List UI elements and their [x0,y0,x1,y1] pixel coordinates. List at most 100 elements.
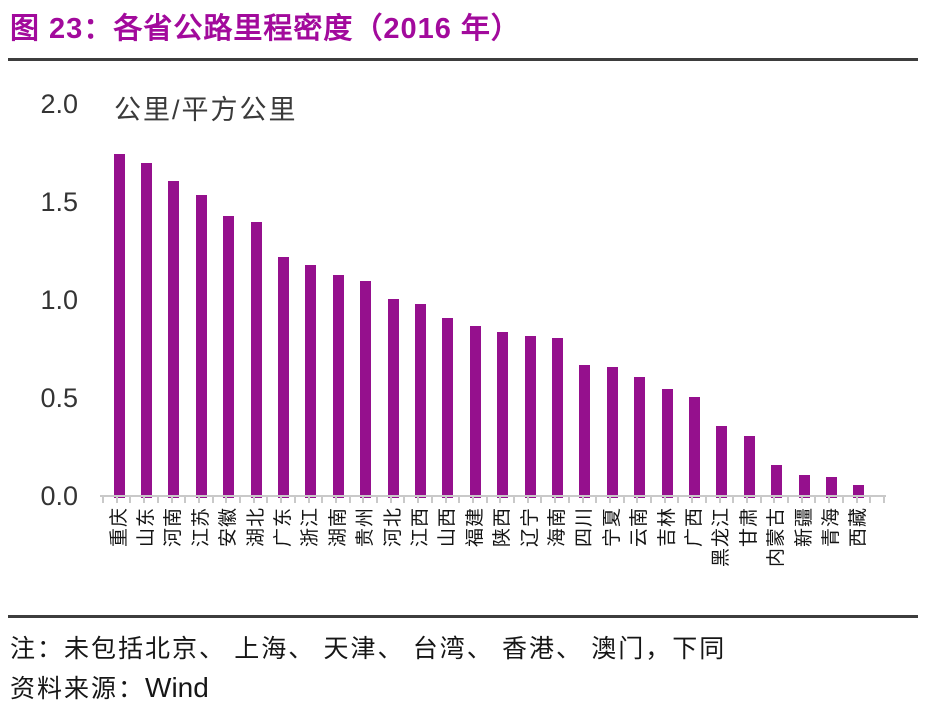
axis-tick [704,497,707,503]
axis-tick [471,497,474,503]
axis-tick [677,497,680,503]
axis-tick [376,497,378,503]
x-axis-label-text: 湖北 [245,506,267,547]
bar [661,388,673,498]
y-axis-tick-label: 2.0 [40,89,78,119]
axis-tick [499,497,502,503]
axis-tick [581,497,584,503]
axis-tick [389,497,392,503]
x-axis-label-text: 福建 [464,506,486,547]
bar [524,335,536,498]
axis-tick [293,497,296,503]
x-axis-label-text: 黑龙江 [711,506,733,567]
bar [277,257,289,498]
x-axis-label-text: 广东 [272,506,294,547]
bar [798,474,810,498]
axis-tick [663,497,666,503]
axis-tick [184,497,187,503]
x-axis-label-text: 重庆 [108,506,130,547]
axis-tick [841,497,844,503]
bar [497,331,509,498]
axis-tick [718,497,721,503]
axis-tick [129,497,132,503]
x-axis-label-text: 宁夏 [601,506,623,547]
bar [414,304,426,498]
bar [250,222,262,498]
axis-tick [773,497,776,503]
bar [606,367,618,498]
y-axis-tick-label: 0.0 [40,481,78,511]
x-axis-label-text: 四川 [574,506,596,547]
bar [387,298,399,498]
axis-tick [595,497,598,503]
x-axis-label-text: 贵州 [355,506,377,547]
axis-tick [280,497,283,503]
axis-tick [554,497,557,503]
axis-tick [211,497,214,503]
axis-tick [321,497,324,503]
axis-tick [513,497,515,503]
axis-tick [225,497,228,503]
bar [442,318,454,498]
x-axis-label-text: 陕西 [492,506,514,547]
x-axis-label-text: 江西 [409,506,431,547]
bar [469,325,481,498]
axis-tick [650,497,652,503]
x-axis-label-text: 海南 [546,506,568,547]
axis-tick [622,497,625,503]
axis-tick [787,497,789,503]
x-axis-label-text: 河北 [382,506,404,547]
bar [825,476,837,498]
axis-tick [526,497,529,503]
x-axis-label-text: 湖南 [327,506,349,547]
x-axis-label-text: 安徽 [218,506,240,547]
axis-tick [485,497,488,503]
axis-tick [362,497,365,503]
source-value: Wind [145,672,209,703]
axis-tick [239,497,241,503]
x-axis-label-text: 浙江 [300,506,322,547]
x-axis-label-text: 广西 [683,506,705,547]
bottom-rule [8,615,918,618]
axis-tick [102,497,104,503]
axis-tick [814,497,817,503]
axis-tick [745,497,748,503]
x-axis-label-text: 山东 [135,506,157,547]
bar [223,216,235,498]
bar [305,265,317,498]
axis-tick [348,497,351,503]
x-axis-label-text: 甘肃 [738,506,760,547]
x-axis-label-text: 云南 [629,506,651,547]
bar [579,365,591,498]
axis-tick [266,497,269,503]
axis-tick [334,497,337,503]
axis-tick [800,497,803,503]
axis-tick [855,497,858,503]
y-axis-unit-label: 公里/平方公里 [114,95,298,125]
axis-tick [197,497,200,503]
y-axis-tick-label: 1.0 [40,285,78,315]
x-axis-line [100,495,886,497]
bar [140,163,152,498]
axis-tick [115,497,118,503]
axis-tick [636,497,639,503]
x-axis-label-text: 山西 [437,506,459,547]
x-axis-label-text: 西藏 [848,506,870,547]
bar [168,180,180,498]
axis-tick [307,497,310,503]
axis-tick [869,497,872,503]
bar [771,465,783,498]
bar [634,376,646,498]
axis-tick [170,497,173,503]
x-axis-label-text: 吉林 [656,506,678,547]
x-axis-label-text: 辽宁 [519,506,541,547]
x-axis-label-text: 河南 [163,506,185,547]
x-axis-label-text: 内蒙古 [766,506,788,567]
axis-tick [403,497,406,503]
bar [716,425,728,498]
bar [688,396,700,498]
figure-source: 资料来源：Wind [10,669,209,705]
x-axis-label-text: 江苏 [190,506,212,547]
axis-tick [608,497,611,503]
